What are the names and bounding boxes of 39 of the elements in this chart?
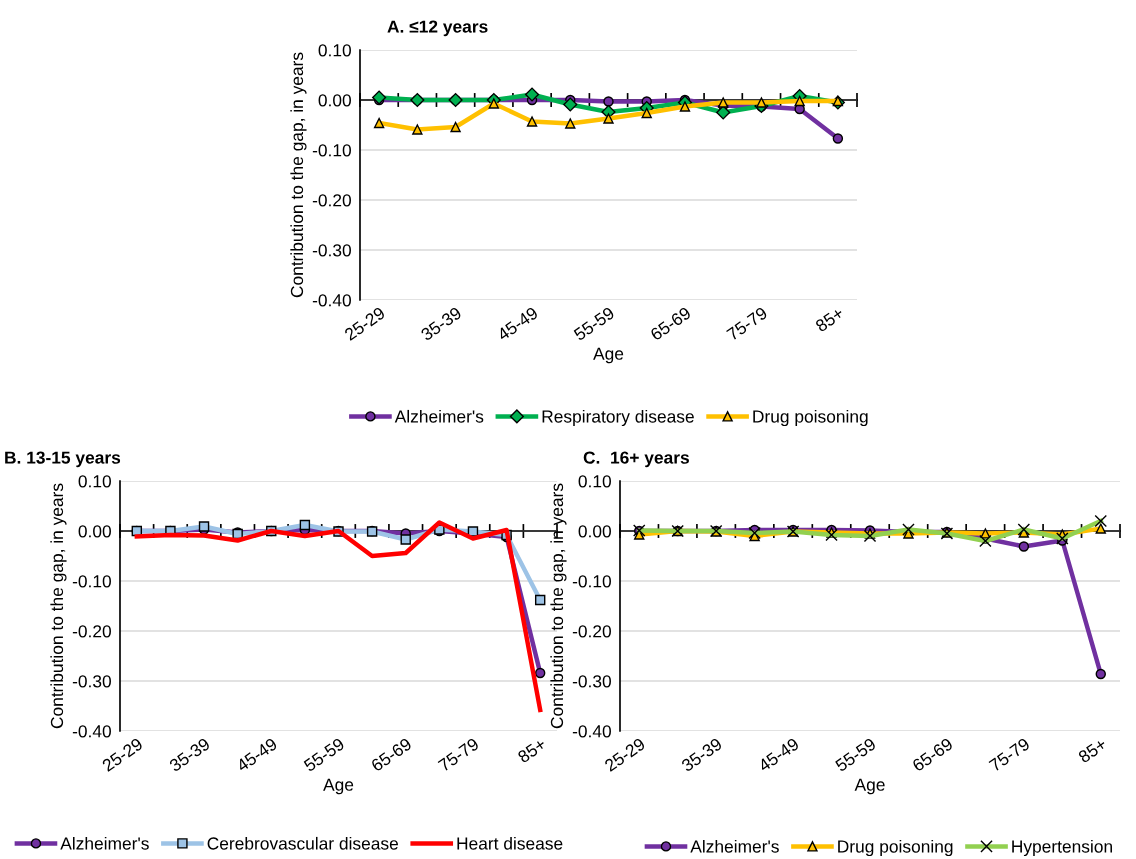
y-tick-label: -0.10 bbox=[312, 144, 351, 157]
y-axis-title: Contribution to the gap, in years bbox=[550, 483, 567, 729]
y-tick-label: 0.10 bbox=[318, 44, 351, 57]
legend-label: Hypertension bbox=[1012, 839, 1112, 857]
legend-label: Drug poisoning bbox=[753, 409, 868, 427]
y-tick-label: -0.20 bbox=[312, 194, 351, 207]
y-tick-label: -0.40 bbox=[72, 725, 111, 738]
x-axis-title: Age bbox=[593, 347, 624, 364]
y-tick-label: -0.30 bbox=[72, 675, 111, 688]
y-tick-label: 0.10 bbox=[78, 475, 111, 488]
y-tick-label: -0.30 bbox=[572, 675, 611, 688]
x-axis-title: Age bbox=[323, 778, 354, 795]
chart-title: C. 16+ years bbox=[583, 451, 689, 468]
legend-label: Alzheimer's bbox=[690, 839, 779, 853]
y-tick-label: 0.00 bbox=[318, 94, 351, 107]
chart-title: A. ≤12 years bbox=[387, 20, 488, 37]
x-tick-label: 85+ bbox=[814, 306, 845, 333]
y-axis-title: Contribution to the gap, in years bbox=[290, 52, 307, 298]
x-axis-title: Age bbox=[854, 778, 885, 795]
y-tick-label: -0.30 bbox=[312, 244, 351, 257]
legend-label: Respiratory disease bbox=[542, 409, 694, 427]
x-tick-label: 85+ bbox=[516, 737, 547, 764]
legend-label: Cerebrovascular disease bbox=[207, 836, 398, 850]
y-tick-label: -0.20 bbox=[572, 625, 611, 638]
legend-label: Drug poisoning bbox=[838, 839, 953, 857]
legend-label: Alzheimer's bbox=[394, 409, 484, 423]
legend-label: Alzheimer's bbox=[60, 836, 149, 850]
y-tick-label: 0.00 bbox=[78, 525, 111, 538]
y-tick-label: -0.10 bbox=[72, 575, 111, 588]
legend-label: Heart disease bbox=[457, 836, 563, 850]
y-tick-label: -0.10 bbox=[572, 575, 611, 588]
y-tick-label: -0.20 bbox=[72, 625, 111, 638]
y-axis-title: Contribution to the gap, in years bbox=[50, 483, 67, 729]
y-tick-label: 0.00 bbox=[578, 525, 611, 538]
x-tick-label: 85+ bbox=[1077, 737, 1108, 764]
y-tick-label: -0.40 bbox=[572, 725, 611, 738]
y-tick-label: -0.40 bbox=[312, 294, 351, 307]
chart-title: B. 13-15 years bbox=[5, 451, 121, 468]
y-tick-label: 0.10 bbox=[578, 475, 611, 488]
